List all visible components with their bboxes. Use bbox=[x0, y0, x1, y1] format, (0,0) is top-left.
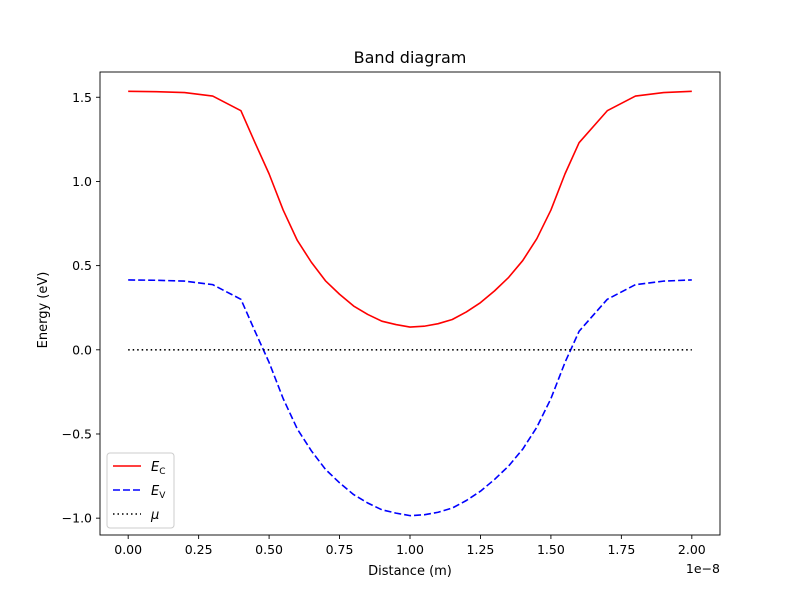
x-tick-label: 0.00 bbox=[114, 542, 142, 557]
x-axis-offset-text: 1e−8 bbox=[686, 561, 720, 576]
x-tick-label: 0.75 bbox=[326, 542, 354, 557]
legend-box bbox=[106, 452, 175, 529]
x-tick-label: 1.25 bbox=[467, 542, 495, 557]
y-tick-label: −0.5 bbox=[62, 426, 92, 441]
x-tick-label: 1.00 bbox=[396, 542, 424, 557]
y-tick-label: 0.0 bbox=[72, 342, 92, 357]
x-tick-label: 0.50 bbox=[255, 542, 283, 557]
legend-label-subscript: C bbox=[159, 467, 165, 477]
x-tick-label: 2.00 bbox=[678, 542, 706, 557]
x-tick-label: 1.50 bbox=[537, 542, 565, 557]
x-tick-label: 0.25 bbox=[185, 542, 213, 557]
legend-label-2: μ bbox=[150, 508, 159, 523]
chart-title: Band diagram bbox=[354, 48, 467, 67]
x-axis-label: Distance (m) bbox=[368, 564, 452, 579]
y-axis-label: Energy (eV) bbox=[36, 272, 51, 349]
y-tick-label: −1.0 bbox=[62, 511, 92, 526]
y-tick-label: 1.5 bbox=[72, 90, 92, 105]
x-tick-label: 1.75 bbox=[607, 542, 635, 557]
y-tick-label: 1.0 bbox=[72, 174, 92, 189]
legend-label-subscript: V bbox=[159, 491, 166, 501]
y-tick-label: 0.5 bbox=[72, 258, 92, 273]
axes-frame bbox=[99, 71, 721, 536]
series-line-0 bbox=[128, 90, 692, 328]
plot-area: 0.00 0.25 0.50 0.75 1.00 1.25 1.50 1.75 2.00 1.5 1… bbox=[62, 71, 721, 557]
series-line-1 bbox=[128, 279, 692, 517]
